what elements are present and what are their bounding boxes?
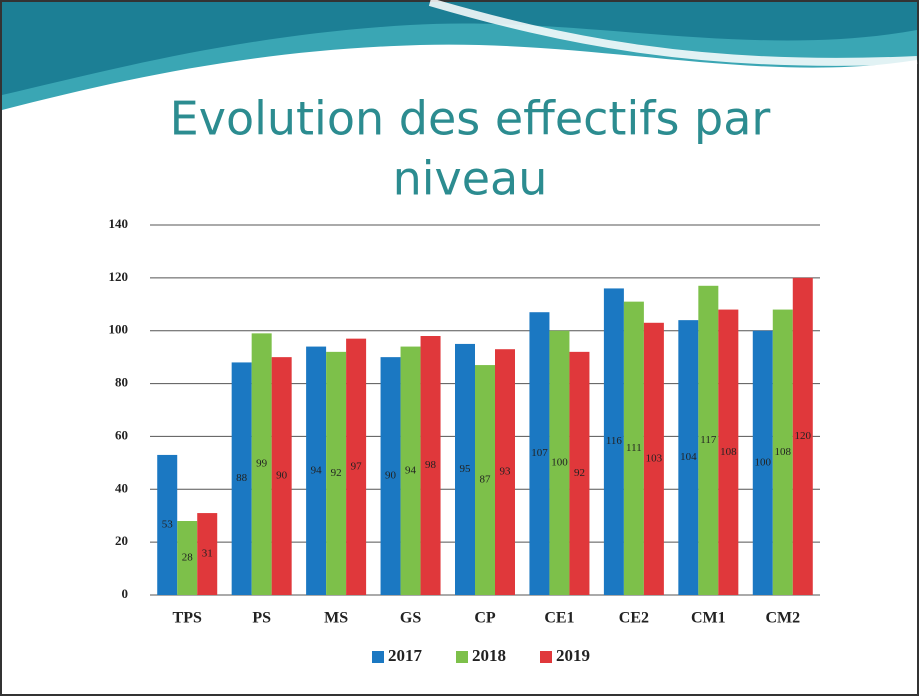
value-label: 108	[720, 446, 737, 458]
value-label: 97	[351, 460, 363, 472]
value-label: 99	[256, 458, 268, 470]
value-label: 103	[646, 452, 663, 464]
title-line-2: niveau	[393, 152, 548, 206]
y-tick-label: 60	[115, 427, 128, 442]
x-tick-label: CM2	[765, 610, 800, 627]
value-label: 95	[460, 463, 472, 475]
legend-swatch	[540, 651, 552, 663]
x-tick-label: PS	[252, 610, 271, 627]
value-label: 116	[606, 435, 623, 447]
y-tick-label: 40	[115, 480, 128, 495]
value-label: 88	[236, 472, 248, 484]
value-label: 94	[405, 464, 417, 476]
value-label: 98	[425, 459, 437, 471]
value-label: 90	[276, 470, 288, 482]
slide: Evolution des effectifs par niveau 0 20 40…	[0, 0, 919, 696]
title-line-1: Evolution des effectifs par	[170, 92, 771, 146]
legend-swatch	[456, 651, 468, 663]
value-label: 104	[680, 451, 697, 463]
y-tick-label: 100	[109, 322, 129, 337]
value-label: 94	[311, 464, 323, 476]
y-tick-label: 80	[115, 375, 128, 390]
value-label: 100	[551, 456, 568, 468]
y-tick-label: 120	[109, 269, 129, 284]
value-label: 87	[480, 474, 492, 486]
x-tick-label: CE2	[619, 610, 649, 627]
legend-swatch	[372, 651, 384, 663]
value-label: 93	[500, 466, 512, 478]
x-tick-label: CP	[474, 610, 496, 627]
x-tick-label: GS	[400, 610, 421, 627]
x-tick-label: MS	[324, 610, 348, 627]
value-label: 111	[626, 442, 642, 454]
value-label: 31	[202, 548, 213, 560]
legend-label: 2019	[556, 646, 590, 665]
value-label: 53	[162, 518, 174, 530]
value-label: 100	[755, 456, 772, 468]
legend-label: 2017	[388, 646, 423, 665]
legend-label: 2018	[472, 646, 506, 665]
value-label: 117	[700, 434, 717, 446]
value-label: 120	[795, 430, 812, 442]
value-label: 107	[531, 447, 548, 459]
value-label: 92	[574, 467, 585, 479]
y-tick-label: 140	[109, 216, 129, 231]
value-label: 90	[385, 470, 397, 482]
value-label: 92	[331, 467, 342, 479]
y-tick-label: 0	[122, 586, 129, 601]
x-tick-label: TPS	[173, 610, 202, 627]
x-tick-label: CM1	[691, 610, 726, 627]
value-label: 108	[775, 446, 792, 458]
value-label: 28	[182, 552, 194, 564]
y-tick-label: 20	[115, 533, 128, 548]
x-tick-label: CE1	[544, 610, 574, 627]
